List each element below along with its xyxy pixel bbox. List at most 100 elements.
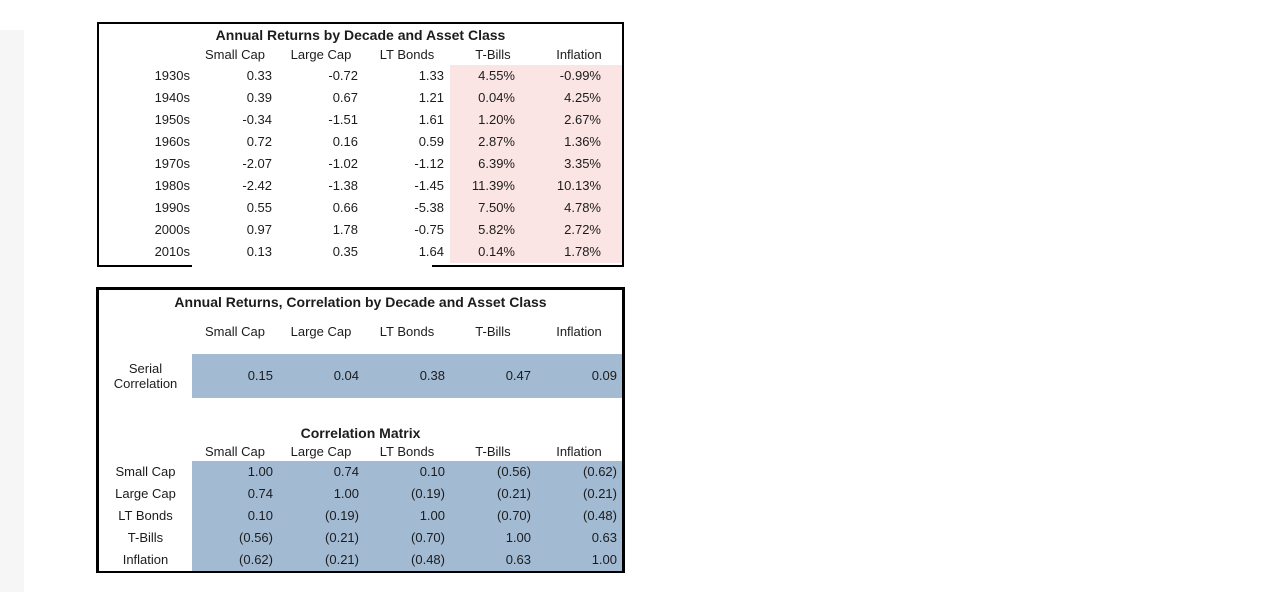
matrix-cell-r2-c2: 1.00	[364, 505, 450, 527]
returns-row-1940s: 1940s 0.39 0.67 1.21 0.04% 4.25%	[99, 87, 622, 109]
corr-column-header-2: LT Bonds	[379, 324, 435, 339]
corr-column-header-4: Inflation	[556, 324, 602, 339]
serial-label-line1: Serial	[128, 361, 163, 376]
matrix-cell-r0-c1: 0.74	[278, 461, 364, 483]
serial-correlation-value-0: 0.15	[192, 354, 278, 398]
correlation-table: Annual Returns, Correlation by Decade an…	[96, 287, 625, 573]
table-bottom-border-right-segment	[432, 265, 622, 267]
table-bottom-border-left-segment	[99, 265, 192, 267]
returns-cell-r8-c1: 0.35	[332, 244, 358, 259]
correlation-header-row: Small Cap Large Cap LT Bonds T-Bills Inflati…	[99, 323, 622, 341]
matrix-cell-r2-c4: (0.48)	[536, 505, 622, 527]
returns-cell-r6-c0: 0.55	[246, 200, 272, 215]
returns-cell-r2-c0: -0.34	[242, 112, 272, 127]
correlation-matrix-rows: Small Cap 1.00 0.74 0.10 (0.56) (0.62) Large C…	[99, 461, 622, 571]
matrix-column-header-1: Large Cap	[290, 444, 352, 459]
matrix-cell-r4-c1: (0.21)	[278, 549, 364, 571]
returns-cell-r7-c1: 1.78	[332, 222, 358, 237]
returns-row-1990s: 1990s 0.55 0.66 -5.38 7.50% 4.78%	[99, 197, 622, 219]
matrix-cell-r3-c4: 0.63	[536, 527, 622, 549]
returns-cell-r4-c1: -1.02	[328, 156, 358, 171]
correlation-matrix-header-row: Small Cap Large Cap LT Bonds T-Bills Inflati…	[99, 443, 622, 461]
matrix-cell-r2-c0: 0.10	[192, 505, 278, 527]
returns-cell-r4-c2: -1.12	[414, 156, 444, 171]
matrix-cell-r1-c1: 1.00	[278, 483, 364, 505]
returns-cell-r8-c4: 1.78%	[536, 241, 622, 263]
decade-label: 1930s	[154, 68, 190, 83]
annual-returns-rows: 1930s 0.33 -0.72 1.33 4.55% -0.99% 1940s 0.39 0.…	[99, 65, 622, 263]
returns-cell-r4-c0: -2.07	[242, 156, 272, 171]
returns-cell-r2-c1: -1.51	[328, 112, 358, 127]
decade-label: 1940s	[154, 90, 190, 105]
returns-cell-r7-c3: 5.82%	[450, 219, 536, 241]
returns-cell-r3-c0: 0.72	[246, 134, 272, 149]
returns-cell-r3-c3: 2.87%	[450, 131, 536, 153]
matrix-cell-r3-c0: (0.56)	[192, 527, 278, 549]
serial-correlation-value-2: 0.38	[364, 354, 450, 398]
annual-returns-table-title: Annual Returns by Decade and Asset Class	[215, 27, 506, 43]
returns-cell-r1-c2: 1.21	[418, 90, 444, 105]
matrix-row-t-bills: T-Bills (0.56) (0.21) (0.70) 1.00 0.63	[99, 527, 622, 549]
corr-column-header-3: T-Bills	[475, 324, 511, 339]
returns-cell-r5-c3: 11.39%	[450, 175, 536, 197]
matrix-column-header-2: LT Bonds	[379, 444, 435, 459]
matrix-column-header-0: Small Cap	[205, 444, 265, 459]
matrix-cell-r3-c2: (0.70)	[364, 527, 450, 549]
returns-cell-r0-c3: 4.55%	[450, 65, 536, 87]
returns-cell-r5-c1: -1.38	[328, 178, 358, 193]
decade-label: 1970s	[154, 156, 190, 171]
returns-cell-r1-c3: 0.04%	[450, 87, 536, 109]
matrix-column-header-4: Inflation	[556, 444, 602, 459]
returns-cell-r4-c3: 6.39%	[450, 153, 536, 175]
decade-label: 2000s	[154, 222, 190, 237]
matrix-row-label: Inflation	[99, 549, 192, 571]
matrix-corner-cell	[99, 443, 192, 461]
decade-label: 1980s	[154, 178, 190, 193]
returns-cell-r0-c1: -0.72	[328, 68, 358, 83]
returns-cell-r4-c4: 3.35%	[536, 153, 622, 175]
returns-cell-r8-c3: 0.14%	[450, 241, 536, 263]
matrix-cell-r2-c3: (0.70)	[450, 505, 536, 527]
matrix-row-large-cap: Large Cap 0.74 1.00 (0.19) (0.21) (0.21)	[99, 483, 622, 505]
matrix-cell-r2-c1: (0.19)	[278, 505, 364, 527]
matrix-cell-r1-c3: (0.21)	[450, 483, 536, 505]
decade-label: 1990s	[154, 200, 190, 215]
matrix-cell-r0-c2: 0.10	[364, 461, 450, 483]
returns-cell-r3-c2: 0.59	[418, 134, 444, 149]
returns-cell-r8-c2: 1.64	[418, 244, 444, 259]
decade-label: 1950s	[154, 112, 190, 127]
returns-cell-r0-c4: -0.99%	[536, 65, 622, 87]
returns-column-header-3: T-Bills	[475, 47, 511, 62]
returns-cell-r3-c1: 0.16	[332, 134, 358, 149]
returns-row-1930s: 1930s 0.33 -0.72 1.33 4.55% -0.99%	[99, 65, 622, 87]
matrix-cell-r4-c2: (0.48)	[364, 549, 450, 571]
serial-correlation-value-4: 0.09	[536, 354, 622, 398]
annual-returns-table: Annual Returns by Decade and Asset Class…	[97, 22, 624, 267]
returns-corner-cell	[99, 44, 192, 65]
matrix-cell-r3-c3: 1.00	[450, 527, 536, 549]
serial-correlation-value-1: 0.04	[278, 354, 364, 398]
returns-cell-r2-c4: 2.67%	[536, 109, 622, 131]
matrix-cell-r0-c0: 1.00	[192, 461, 278, 483]
returns-column-header-1: Large Cap	[290, 47, 352, 62]
corr-corner-cell	[99, 323, 192, 341]
matrix-cell-r4-c3: 0.63	[450, 549, 536, 571]
returns-cell-r7-c0: 0.97	[246, 222, 272, 237]
returns-cell-r6-c2: -5.38	[414, 200, 444, 215]
decade-label: 2010s	[154, 244, 190, 259]
returns-cell-r7-c4: 2.72%	[536, 219, 622, 241]
returns-cell-r5-c2: -1.45	[414, 178, 444, 193]
corr-column-header-1: Large Cap	[290, 324, 352, 339]
returns-row-1980s: 1980s -2.42 -1.38 -1.45 11.39% 10.13%	[99, 175, 622, 197]
matrix-row-label: Large Cap	[99, 483, 192, 505]
returns-row-2010s: 2010s 0.13 0.35 1.64 0.14% 1.78%	[99, 241, 622, 263]
returns-cell-r5-c4: 10.13%	[536, 175, 622, 197]
returns-cell-r1-c4: 4.25%	[536, 87, 622, 109]
returns-row-2000s: 2000s 0.97 1.78 -0.75 5.82% 2.72%	[99, 219, 622, 241]
returns-cell-r6-c3: 7.50%	[450, 197, 536, 219]
returns-cell-r6-c1: 0.66	[332, 200, 358, 215]
correlation-table-title: Annual Returns, Correlation by Decade an…	[174, 294, 547, 310]
returns-row-1950s: 1950s -0.34 -1.51 1.61 1.20% 2.67%	[99, 109, 622, 131]
matrix-row-lt-bonds: LT Bonds 0.10 (0.19) 1.00 (0.70) (0.48)	[99, 505, 622, 527]
matrix-row-label: Small Cap	[99, 461, 192, 483]
